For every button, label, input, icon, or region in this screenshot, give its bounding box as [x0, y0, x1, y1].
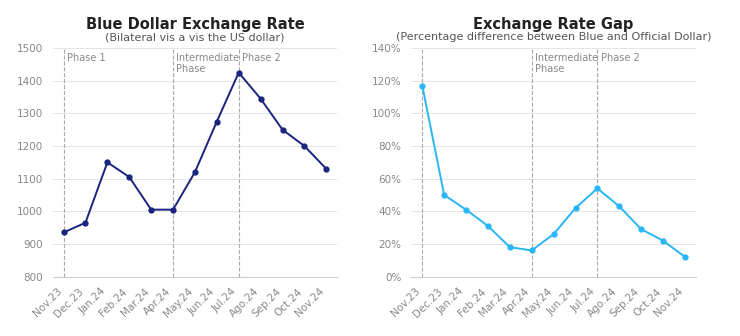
- Text: (Bilateral vis a vis the US dollar): (Bilateral vis a vis the US dollar): [105, 32, 285, 42]
- Title: Blue Dollar Exchange Rate: Blue Dollar Exchange Rate: [86, 17, 304, 32]
- Text: Phase 2: Phase 2: [601, 53, 639, 63]
- Text: Phase 1: Phase 1: [67, 53, 106, 63]
- Title: Exchange Rate Gap: Exchange Rate Gap: [474, 17, 633, 32]
- Text: Phase 2: Phase 2: [242, 53, 280, 63]
- Text: Intermediate
Phase: Intermediate Phase: [535, 53, 598, 74]
- Text: (Percentage difference between Blue and Official Dollar): (Percentage difference between Blue and …: [396, 32, 711, 42]
- Text: Intermediate
Phase: Intermediate Phase: [176, 53, 240, 74]
